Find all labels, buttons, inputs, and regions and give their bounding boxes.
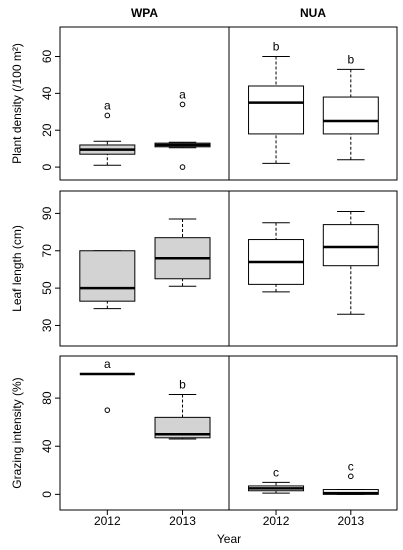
y-tick-label: 0 (40, 163, 54, 170)
y-tick-label: 30 (40, 318, 54, 332)
y-tick-label: 80 (40, 391, 54, 405)
outlier (104, 112, 111, 119)
panel-frame (59, 26, 230, 181)
box (248, 85, 305, 135)
box (322, 96, 379, 135)
x-tick-label: 2013 (169, 514, 196, 528)
y-axis-label: Plant density (/100 m²) (10, 43, 24, 164)
outlier (348, 473, 354, 480)
y-tick-label: 70 (40, 244, 54, 258)
group-letter: a (179, 88, 186, 102)
y-tick-label: 0 (40, 491, 54, 498)
y-tick-label: 40 (40, 86, 54, 100)
x-axis-label: Year (217, 532, 241, 546)
panel-title: NUA (300, 6, 326, 20)
group-letter: c (273, 466, 279, 480)
y-axis-label: Grazing intensity (%) (10, 377, 24, 488)
y-axis-label: Leaf length (cm) (10, 225, 24, 312)
box (322, 224, 379, 267)
y-tick-label: 60 (40, 49, 54, 63)
panel-title: WPA (131, 6, 158, 20)
x-tick-label: 2013 (337, 514, 364, 528)
outlier (179, 101, 186, 108)
y-tick-label: 50 (40, 281, 54, 295)
group-letter: b (347, 53, 354, 67)
group-letter: a (104, 99, 111, 113)
x-tick-label: 2012 (94, 514, 121, 528)
outlier (179, 164, 186, 170)
y-tick-label: 90 (40, 206, 54, 220)
y-tick-label: 40 (40, 439, 54, 453)
box (154, 416, 211, 439)
panel-frame (228, 355, 398, 511)
box (79, 250, 136, 302)
group-letter: b (179, 378, 186, 392)
y-tick-label: 20 (40, 123, 54, 137)
panel-frame (228, 26, 398, 181)
outlier (104, 407, 111, 413)
group-letter: b (273, 40, 280, 54)
x-tick-label: 2012 (263, 514, 290, 528)
group-letter: c (348, 459, 354, 473)
group-letter: a (104, 357, 111, 371)
panel-frame (228, 190, 398, 347)
